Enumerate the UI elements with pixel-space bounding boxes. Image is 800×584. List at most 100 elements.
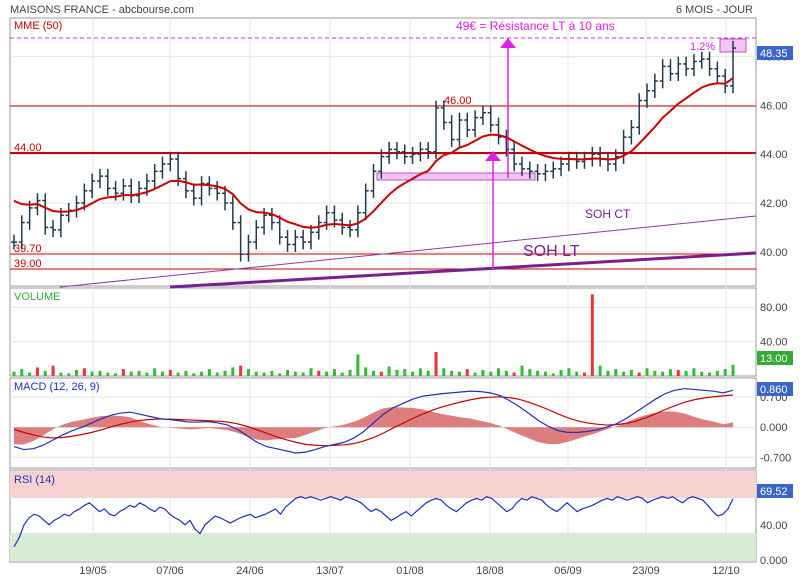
volume-bar: [450, 370, 454, 376]
volume-bar: [114, 373, 118, 376]
volume-bar: [286, 369, 290, 376]
rsi-tick-label: 40.00: [760, 520, 788, 532]
volume-bar: [543, 371, 547, 376]
volume-bar: [387, 366, 391, 376]
last-volume-badge: [757, 351, 793, 365]
soh-ct-line: [59, 215, 757, 288]
mme-legend: MME (50): [14, 20, 62, 32]
volume-bar: [121, 369, 125, 376]
volume-bar: [567, 368, 571, 376]
level-46-label: 46.00: [444, 95, 472, 107]
volume-bar: [59, 372, 63, 376]
volume-bar: [723, 369, 727, 376]
volume-bar: [254, 371, 258, 376]
volume-bar: [246, 369, 250, 376]
mme-line: [13, 77, 734, 229]
lower-arrow-head: [485, 151, 501, 161]
series-layer: [11, 40, 736, 548]
x-tick-label: 13/07: [316, 565, 344, 577]
level-44-label: 44.00: [14, 142, 42, 154]
volume-bar: [426, 370, 430, 376]
volume-bar: [309, 368, 313, 376]
volume-bar: [497, 368, 501, 376]
last-macd-value: 0.860: [760, 384, 788, 396]
macd-line: [13, 387, 734, 454]
volume-bar: [606, 370, 610, 376]
volume-bar: [340, 372, 344, 376]
volume-bar: [481, 369, 485, 376]
volume-bar: [278, 373, 282, 376]
volume-bar: [473, 372, 477, 376]
macd-histogram: [14, 407, 733, 445]
volume-bar: [35, 367, 39, 376]
volume-bar: [622, 371, 626, 376]
last-volume-value: 13.00: [760, 353, 788, 365]
volume-bar: [90, 371, 94, 376]
volume-bar: [614, 369, 618, 376]
volume-bar: [715, 370, 719, 376]
level-3970-label: 39.70: [14, 243, 42, 255]
volume-bar: [512, 372, 516, 376]
volume-bar: [301, 372, 305, 376]
resistance-lt-label: 49€ = Résistance LT à 10 ans: [456, 19, 615, 33]
volume-bar: [51, 365, 55, 376]
volume-bar: [200, 371, 204, 376]
volume-bar: [75, 369, 79, 376]
volume-tick-label: 40.00: [760, 337, 788, 349]
volume-bar: [684, 370, 688, 376]
level-39-label: 39.00: [14, 258, 42, 270]
volume-bar: [457, 371, 461, 376]
volume-bar: [325, 371, 329, 376]
volume-bar: [12, 371, 16, 376]
volume-bar: [160, 371, 164, 376]
volume-bar: [129, 371, 133, 376]
volume-bar: [356, 354, 360, 376]
price-tick-label: 42.00: [760, 198, 788, 210]
volume-bar: [262, 372, 266, 376]
volume-bar: [192, 373, 196, 376]
volume-legend: VOLUME: [14, 291, 60, 303]
pct-label: 1.2%: [690, 41, 715, 53]
macd-tick-label: 0.000: [760, 422, 788, 434]
volume-panel: [9, 287, 757, 377]
price-tick-label: 44.00: [760, 149, 788, 161]
volume-bar: [168, 369, 172, 376]
volume-bar: [239, 365, 243, 376]
volume-bar: [20, 369, 24, 376]
volume-bar: [653, 370, 657, 376]
macd-legend: MACD (12, 26, 9): [14, 381, 100, 393]
period-label: 6 MOIS - JOUR: [676, 4, 753, 16]
volume-bar: [293, 371, 297, 376]
volume-bar: [372, 370, 375, 376]
volume-bar: [332, 369, 336, 376]
rsi-overbought-zone: [10, 471, 756, 498]
last-macd-badge: [757, 382, 793, 396]
volume-bar: [731, 364, 735, 376]
volume-bar: [504, 370, 508, 376]
x-tick-label: 19/05: [79, 565, 107, 577]
price-tick-label: 46.00: [760, 100, 788, 112]
volume-bar: [629, 369, 633, 376]
volume-bar: [528, 369, 532, 376]
rsi-legend: RSI (14): [14, 474, 55, 486]
volume-tick-label: 80.00: [760, 302, 788, 314]
volume-bar: [692, 368, 696, 376]
volume-bar: [43, 370, 47, 376]
volume-bar: [418, 368, 422, 376]
volume-bar: [67, 373, 71, 376]
volume-bar: [645, 368, 649, 376]
volume-bar: [489, 371, 493, 376]
volume-bar: [465, 369, 469, 376]
volume-bar: [520, 365, 524, 376]
volume-bar: [661, 371, 665, 376]
x-tick-label: 01/08: [396, 565, 424, 577]
volume-bar: [106, 372, 110, 376]
last-price-badge: [757, 46, 793, 60]
volume-bar: [207, 369, 211, 376]
volume-bar: [317, 370, 321, 376]
volume-bar: [708, 372, 712, 376]
volume-bar: [395, 369, 399, 376]
volume-bar: [137, 370, 141, 376]
